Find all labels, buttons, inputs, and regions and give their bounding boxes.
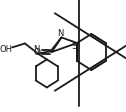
Text: N: N bbox=[57, 29, 64, 38]
Text: S: S bbox=[71, 42, 77, 51]
Text: O: O bbox=[34, 47, 41, 56]
Text: N: N bbox=[34, 45, 40, 54]
Text: OH: OH bbox=[0, 45, 12, 54]
